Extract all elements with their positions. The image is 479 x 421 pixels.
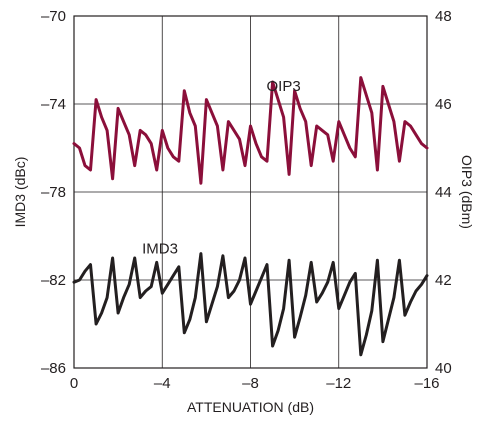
- left-tick-label: –70: [41, 8, 66, 25]
- right-tick-label: 40: [435, 360, 452, 377]
- x-axis-title: ATTENUATION (dB): [187, 399, 314, 415]
- x-tick-label: –12: [326, 375, 351, 392]
- x-tick-label: –16: [414, 375, 439, 392]
- left-tick-label: –78: [41, 184, 66, 201]
- left-tick-label: –86: [41, 360, 66, 377]
- x-tick-label: 0: [70, 375, 78, 392]
- right-axis-ticks: 48 46 44 42 40: [435, 8, 452, 377]
- plot-frame: [73, 15, 428, 369]
- series-line-oip3: [72, 76, 429, 185]
- right-axis-title: OIP3 (dBm): [459, 155, 475, 229]
- right-tick-label: 46: [435, 96, 452, 113]
- annotations: OIP3 IMD3: [142, 78, 301, 258]
- series-group: [72, 76, 429, 357]
- grid: [74, 16, 427, 368]
- right-tick-label: 44: [435, 184, 452, 201]
- right-tick-label: 42: [435, 272, 452, 289]
- left-tick-label: –82: [41, 272, 66, 289]
- series-line-imd3: [72, 252, 429, 357]
- x-tick-label: –8: [242, 375, 259, 392]
- x-tick-label: –4: [154, 375, 171, 392]
- left-axis-ticks: –70 –74 –78 –82 –86: [41, 8, 66, 377]
- series-label-oip3: OIP3: [267, 78, 301, 95]
- series-label-imd3: IMD3: [142, 241, 178, 258]
- right-tick-label: 48: [435, 8, 452, 25]
- left-axis-title: IMD3 (dBc): [12, 157, 28, 228]
- x-axis-ticks: 0 –4 –8 –12 –16: [70, 375, 440, 392]
- left-tick-label: –74: [41, 96, 66, 113]
